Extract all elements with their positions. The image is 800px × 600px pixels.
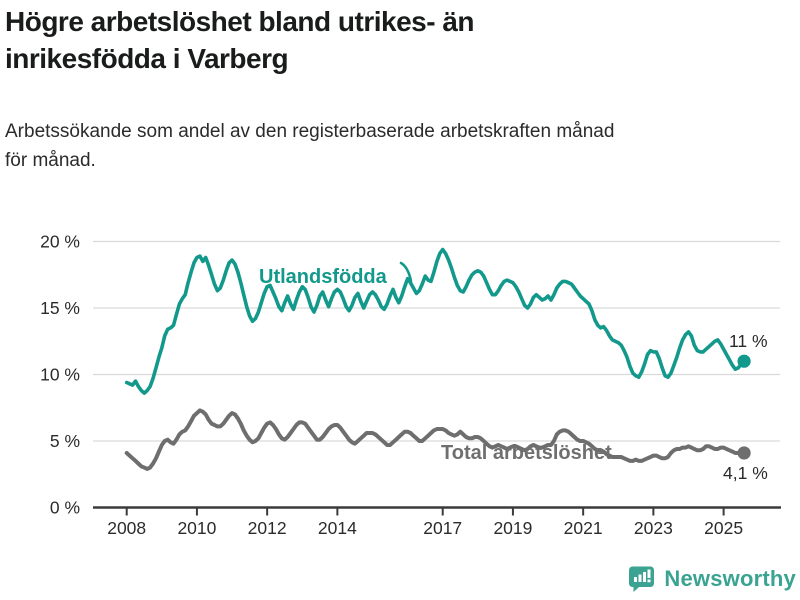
series-line-utlandsfodda [124, 247, 746, 395]
logo-exclamation-dot [647, 579, 651, 583]
series-label-utlandsfodda: Utlandsfödda [259, 266, 388, 288]
x-axis-label-2010: 2010 [177, 518, 216, 538]
series-label-leader-line [399, 261, 413, 283]
y-axis-label-15: 15 % [40, 298, 80, 318]
logo-bar-2 [638, 574, 642, 582]
chart-subtitle-line2: för månad. [5, 150, 96, 171]
x-axis-label-2021: 2021 [564, 518, 603, 538]
series-line-total [124, 408, 747, 471]
end-dot-utlandsfodda [737, 354, 751, 368]
brand-name: Newsworthy [664, 566, 796, 591]
chart-title: Högre arbetslöshet bland utrikes- än inr… [5, 3, 785, 77]
y-axis-label-10: 10 % [40, 365, 80, 385]
chart-subtitle-line1: Arbetssökande som andel av den registerb… [5, 121, 615, 142]
y-axis-label-20: 20 % [40, 232, 80, 252]
end-dot-total [737, 446, 751, 460]
x-axis-label-2017: 2017 [423, 518, 462, 538]
x-axis-label-2023: 2023 [634, 518, 673, 538]
y-axis-label-0: 0 % [50, 498, 80, 518]
x-axis-label-2014: 2014 [318, 518, 357, 538]
x-axis-label-2012: 2012 [248, 518, 287, 538]
newsworthy-logo-icon [629, 566, 655, 592]
end-label-utlandsfodda: 11 % [729, 331, 768, 351]
end-label-total: 4,1 % [723, 463, 768, 483]
newsworthy-branding: Newsworthy [628, 564, 796, 594]
x-axis-label-2025: 2025 [704, 518, 743, 538]
chart-title-line2: inrikesfödda i Varberg [5, 43, 289, 74]
logo-bar-1 [634, 577, 638, 582]
logo-bar-3 [643, 572, 647, 582]
logo-exclamation-stem [647, 569, 651, 578]
chart-title-line1: Högre arbetslöshet bland utrikes- än [5, 6, 475, 37]
x-axis-label-2019: 2019 [493, 518, 532, 538]
series-label-total-arbetsloshet: Total arbetslöshet [441, 442, 612, 464]
x-axis-label-2008: 2008 [107, 518, 146, 538]
y-axis-label-5: 5 % [50, 431, 80, 451]
chart-subtitle: Arbetssökande som andel av den registerb… [5, 117, 785, 175]
